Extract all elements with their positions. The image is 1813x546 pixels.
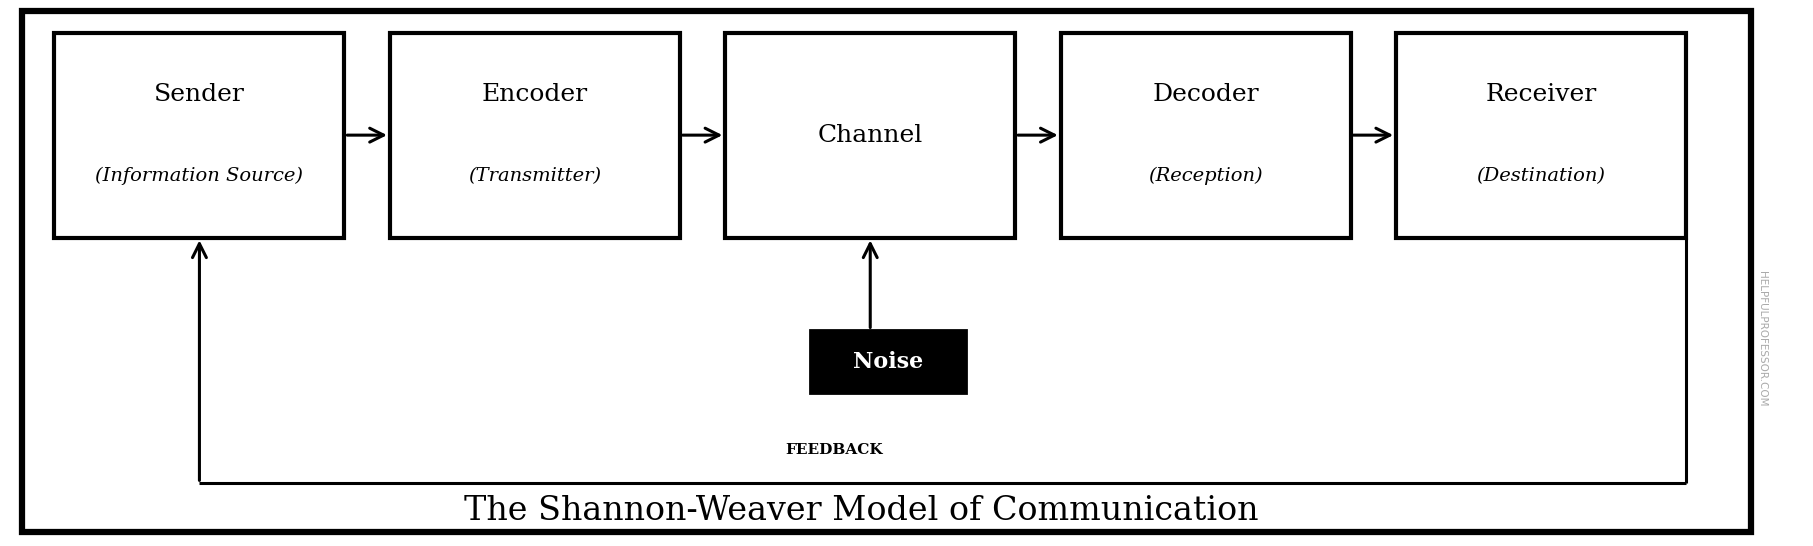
- Text: Decoder: Decoder: [1153, 82, 1258, 106]
- Text: Noise: Noise: [854, 351, 923, 373]
- Text: The Shannon-Weaver Model of Communication: The Shannon-Weaver Model of Communicatio…: [464, 495, 1258, 526]
- Text: HELPFULPROFESSOR.COM: HELPFULPROFESSOR.COM: [1757, 271, 1768, 406]
- Text: Encoder: Encoder: [482, 82, 587, 106]
- Text: Sender: Sender: [154, 82, 245, 106]
- Text: Channel: Channel: [818, 123, 923, 147]
- Bar: [390, 33, 680, 238]
- Text: (Information Source): (Information Source): [96, 167, 303, 185]
- Text: Receiver: Receiver: [1485, 82, 1597, 106]
- Bar: [54, 33, 344, 238]
- Text: FEEDBACK: FEEDBACK: [785, 443, 883, 458]
- Bar: [725, 33, 1015, 238]
- Bar: [1061, 33, 1351, 238]
- Text: (Reception): (Reception): [1148, 167, 1264, 185]
- Bar: [1396, 33, 1686, 238]
- Bar: [810, 330, 966, 393]
- Text: (Destination): (Destination): [1476, 167, 1606, 185]
- Text: (Transmitter): (Transmitter): [468, 167, 602, 185]
